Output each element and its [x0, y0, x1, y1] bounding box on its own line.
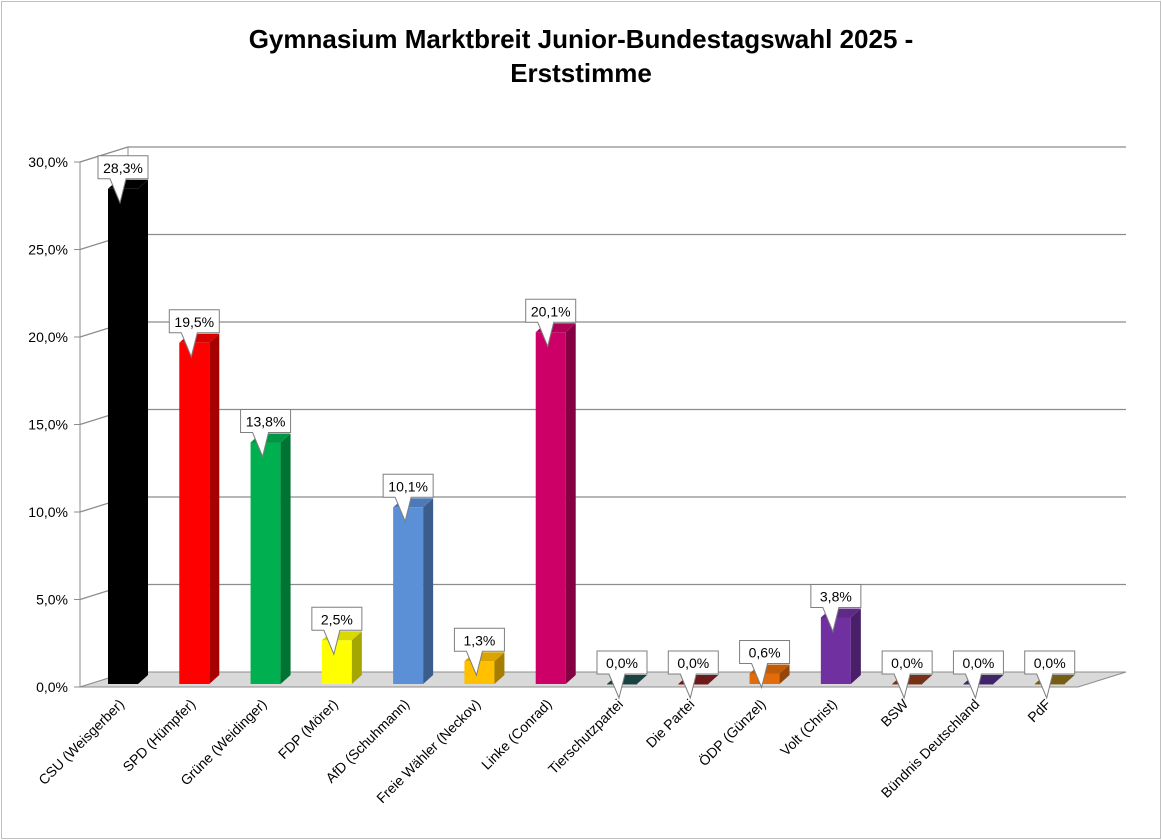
data-label: 0,0%	[667, 650, 719, 700]
data-label-text: 10,1%	[388, 478, 428, 494]
data-label-text: 0,6%	[749, 645, 781, 661]
data-label: 19,5%	[168, 309, 220, 359]
gridline	[79, 583, 1126, 601]
data-label: 3,8%	[810, 584, 862, 634]
x-tick-label: SPD (Hümpfer)	[119, 696, 198, 775]
data-label: 0,0%	[1024, 650, 1076, 700]
data-label-box	[596, 650, 648, 700]
bar-side	[209, 333, 220, 684]
y-tick-label: 30,0%	[28, 154, 68, 170]
x-axis: CSU (Weisgerber)SPD (Hümpfer)Grüne (Weid…	[35, 695, 1054, 806]
data-label-text: 13,8%	[246, 414, 286, 430]
y-axis: 0,0% 5,0% 10,0% 15,0% 20,0% 25,0% 30,0%	[28, 154, 81, 695]
data-label-text: 28,3%	[103, 160, 143, 176]
y-tick-label: 10,0%	[28, 504, 68, 520]
data-label-text: 3,8%	[820, 589, 852, 605]
data-label: 0,0%	[881, 650, 933, 700]
bar-side	[494, 652, 505, 684]
x-tick-label: Tierschutzpartei	[545, 696, 626, 777]
data-label: 0,0%	[596, 650, 648, 700]
chart-title-line2: Erststimme	[510, 58, 652, 88]
data-label-box	[881, 650, 933, 700]
bar	[820, 608, 861, 684]
data-label: 10,1%	[382, 473, 434, 523]
bar-front	[393, 507, 424, 684]
bar	[321, 631, 362, 684]
data-label-text: 0,0%	[1034, 655, 1066, 671]
y-tick-label: 25,0%	[28, 242, 68, 258]
data-label-text: 19,5%	[174, 314, 214, 330]
data-label-text: 0,0%	[677, 655, 709, 671]
x-tick-label: FDP (Mörer)	[275, 696, 341, 762]
bar	[108, 179, 148, 684]
bar-side	[850, 608, 861, 684]
data-label-box	[97, 155, 149, 205]
chart-title: Gymnasium Marktbreit Junior-Bundestagswa…	[0, 22, 1162, 90]
chart-title-line1: Gymnasium Marktbreit Junior-Bundestagswa…	[248, 24, 914, 54]
bar-side	[138, 179, 148, 684]
bar-front	[179, 342, 210, 684]
data-label-box	[739, 640, 791, 690]
data-label-text: 1,3%	[463, 632, 495, 648]
data-label-box	[453, 627, 505, 677]
x-tick-label: BSW	[877, 695, 911, 729]
data-label: 2,5%	[311, 606, 363, 656]
data-labels-layer: 28,3% 19,5% 13,8% 2,5% 10,1% 1,3% 20,1% 0,0% 0,0…	[97, 155, 1076, 700]
bar-side	[565, 323, 576, 684]
gridline	[79, 321, 1126, 338]
bar-side	[280, 433, 291, 684]
bars-layer	[108, 179, 1075, 685]
y-tick-label: 5,0%	[36, 592, 68, 608]
data-label-text: 0,0%	[891, 655, 923, 671]
x-tick-label: Volt (Christ)	[777, 696, 840, 759]
bar-front	[250, 442, 281, 684]
data-label: 1,3%	[453, 627, 505, 677]
x-tick-label: Linke (Conrad)	[478, 696, 555, 773]
data-label: 13,8%	[240, 409, 292, 459]
bar	[393, 498, 434, 684]
data-label: 20,1%	[525, 298, 577, 348]
data-label-box	[1024, 650, 1076, 700]
x-tick-label: CSU (Weisgerber)	[35, 696, 127, 788]
data-label-box	[952, 650, 1004, 700]
bar	[535, 323, 576, 684]
bar-front	[535, 332, 566, 684]
x-tick-label: Die Partei	[643, 696, 698, 751]
x-tick-label: PdF	[1024, 696, 1053, 725]
data-label-box	[240, 409, 292, 459]
y-tick-label: 0,0%	[36, 679, 68, 695]
bar-front	[464, 661, 495, 684]
gridline	[79, 146, 1126, 163]
bar-side	[351, 631, 362, 684]
bar-front	[108, 188, 138, 684]
data-label-box	[810, 584, 862, 634]
data-label-text: 2,5%	[321, 611, 353, 627]
data-label-box	[311, 606, 363, 656]
gridline	[79, 408, 1126, 426]
grid-layer	[79, 146, 1127, 688]
y-tick-label: 20,0%	[28, 329, 68, 345]
data-label-box	[168, 309, 220, 359]
bar-front	[321, 640, 352, 684]
data-label-text: 0,0%	[606, 655, 638, 671]
data-label: 0,6%	[739, 640, 791, 690]
data-label: 0,0%	[952, 650, 1004, 700]
data-label-box	[382, 473, 434, 523]
bar-front	[820, 617, 851, 684]
data-label-text: 20,1%	[531, 303, 571, 319]
bar-side	[779, 664, 790, 684]
gridline	[79, 233, 1126, 251]
data-label-box	[667, 650, 719, 700]
gridline	[79, 496, 1126, 513]
bar-front	[749, 673, 780, 684]
bar	[179, 333, 220, 684]
y-tick-label: 15,0%	[28, 417, 68, 433]
data-label-box	[525, 298, 577, 348]
bar	[250, 433, 291, 684]
data-label: 28,3%	[97, 155, 149, 205]
bar-side	[423, 498, 434, 684]
data-label-text: 0,0%	[962, 655, 994, 671]
x-tick-label: ÖDP (Günzel)	[695, 695, 769, 769]
